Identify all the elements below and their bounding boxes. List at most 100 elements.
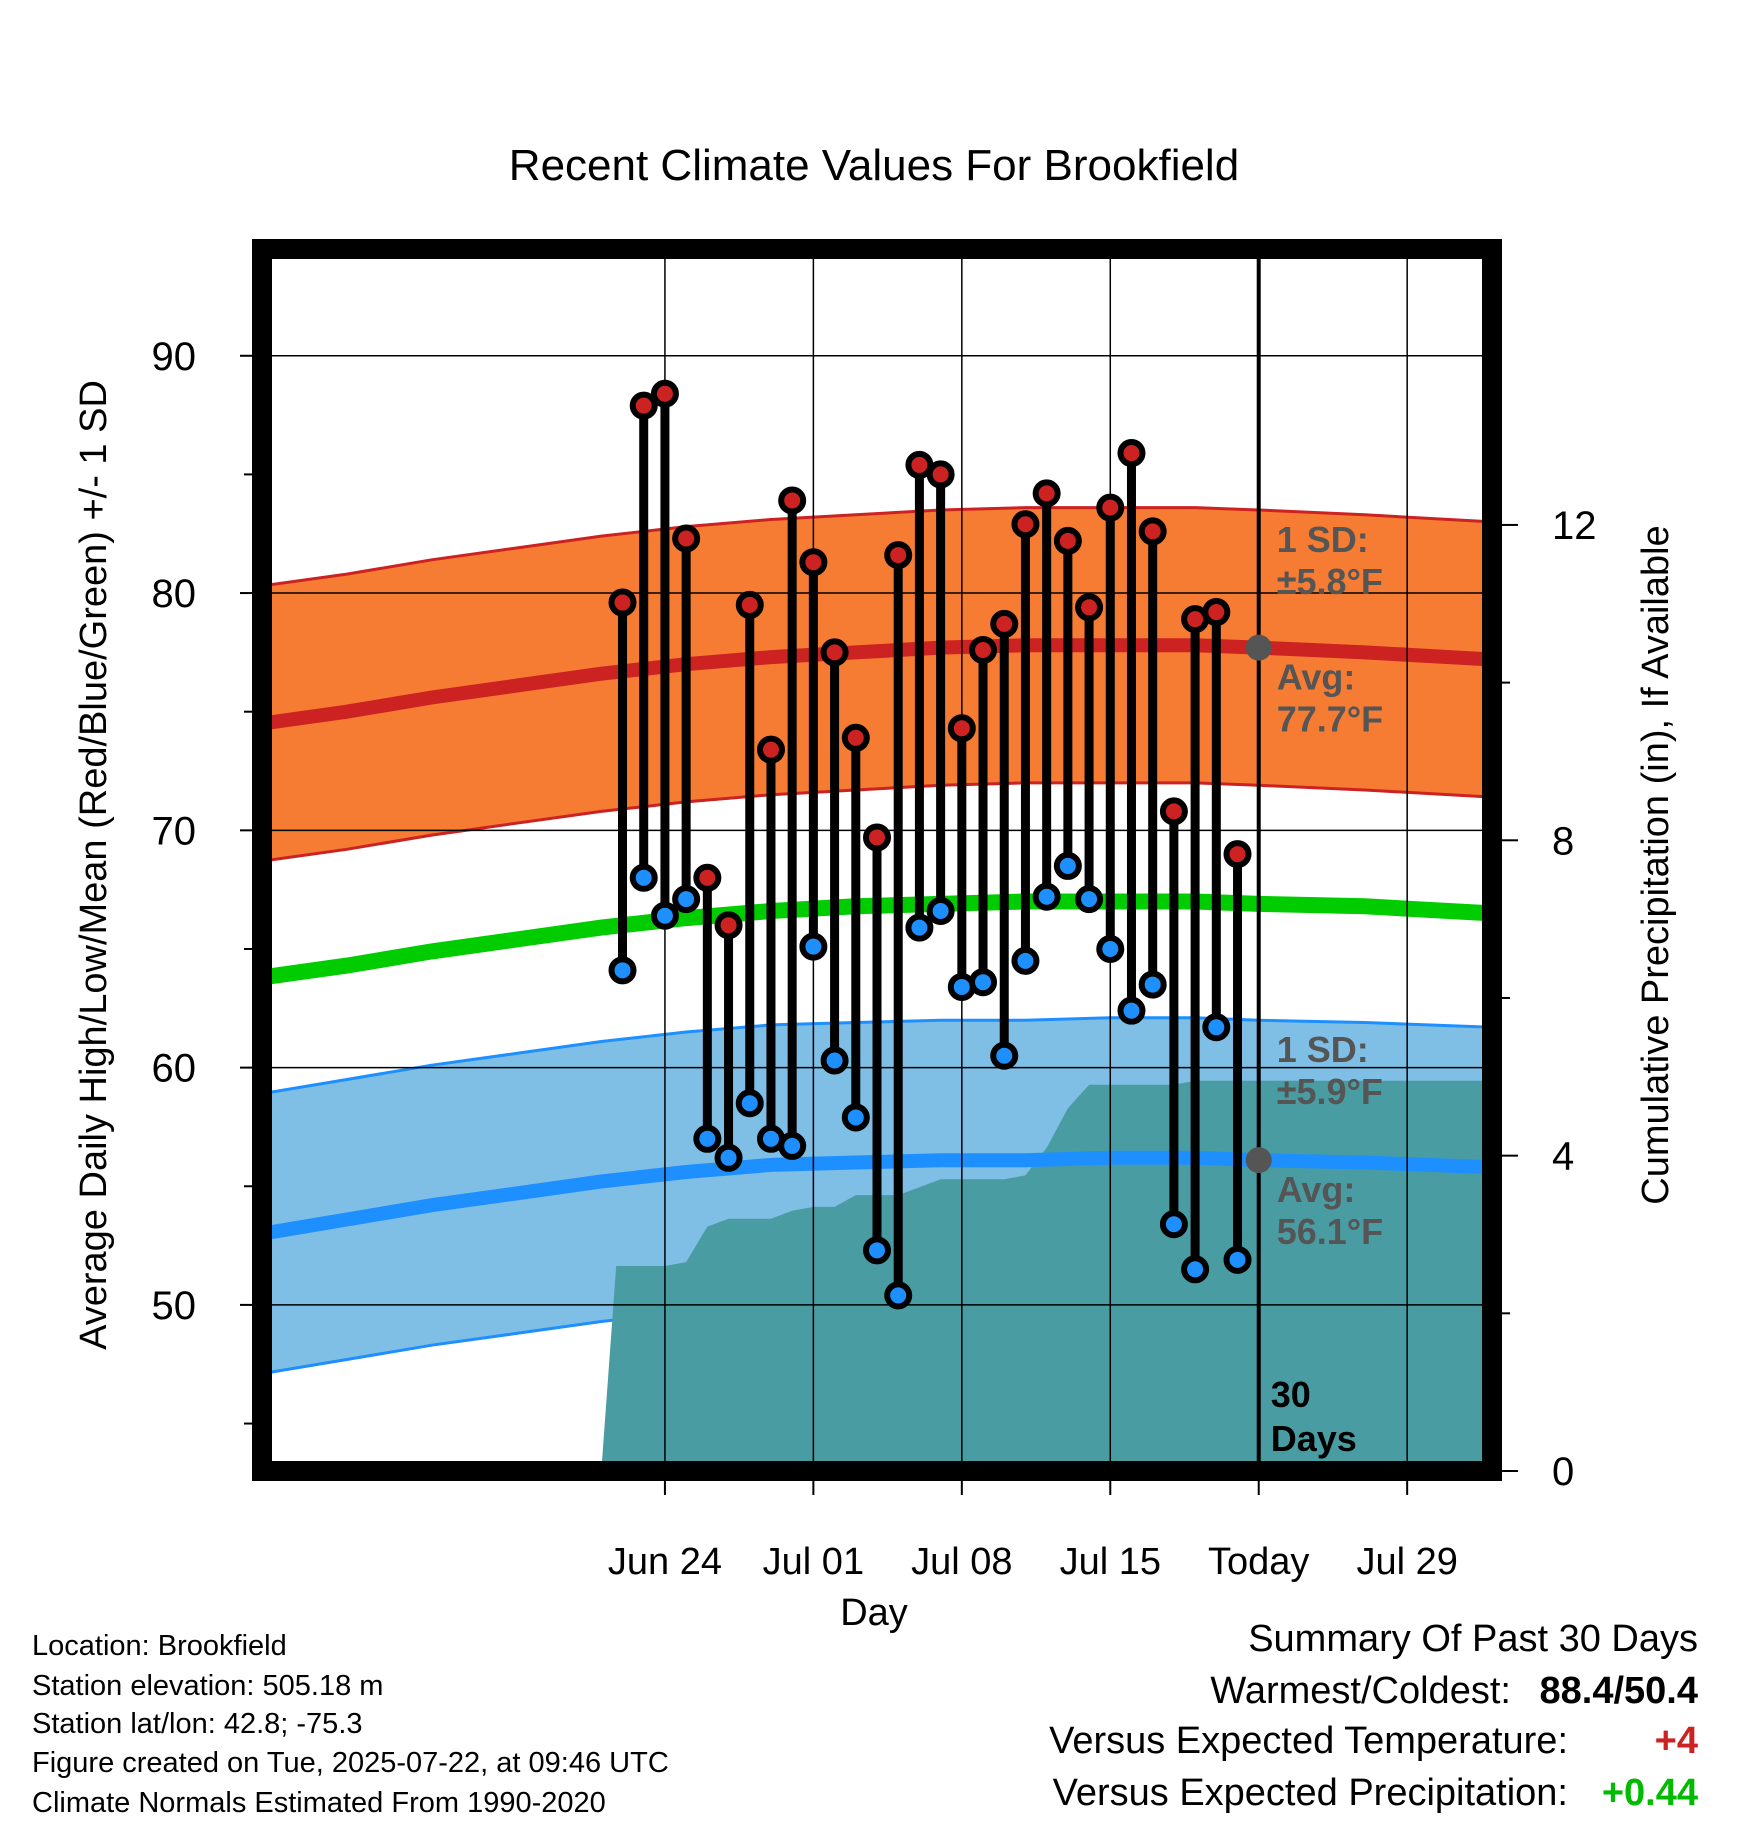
high-sd-band [262, 507, 1492, 862]
high-avg-label: Avg: [1277, 657, 1356, 698]
daily-high-point [756, 735, 785, 764]
x-tick-label: Jul 01 [763, 1541, 864, 1583]
low-sd-label: 1 SD: [1277, 1029, 1369, 1070]
daily-low-point [926, 897, 955, 926]
daily-low-point [1011, 946, 1040, 975]
daily-high-point [629, 391, 658, 420]
x-tick-label: Jun 24 [608, 1541, 722, 1583]
daily-high-point [1011, 510, 1040, 539]
summary-warm-cold-label: Warmest/Coldest: [1210, 1670, 1511, 1712]
y-left-tick-label: 70 [152, 809, 197, 853]
daily-low-point [1096, 934, 1125, 963]
daily-low-point [714, 1143, 743, 1172]
daily-low-point [1202, 1013, 1231, 1042]
daily-high-point [947, 714, 976, 743]
high-avg-value: 77.7°F [1277, 699, 1383, 740]
daily-high-point [990, 609, 1019, 638]
chart-title: Recent Climate Values For Brookfield [509, 141, 1239, 190]
summary-warm-cold-value: 88.4/50.4 [1539, 1670, 1698, 1712]
daily-low-point [778, 1131, 807, 1160]
precip-area [601, 1080, 1492, 1471]
x-axis-label: Day [840, 1592, 908, 1634]
y-left-tick-label: 60 [152, 1047, 197, 1091]
low-avg-value: 56.1°F [1277, 1211, 1383, 1252]
info-elevation: Station elevation: 505.18 m [32, 1670, 384, 1702]
daily-low-point [799, 932, 828, 961]
daily-high-point [1117, 439, 1146, 468]
summary-title: Summary Of Past 30 Days [1248, 1618, 1698, 1660]
daily-high-point [693, 863, 722, 892]
daily-low-point [841, 1103, 870, 1132]
high-sd-value: ±5.8°F [1277, 561, 1383, 602]
daily-high-point [969, 636, 998, 665]
info-created: Figure created on Tue, 2025-07-22, at 09… [32, 1747, 669, 1779]
daily-high-point [1202, 598, 1231, 627]
y-right-tick-label: 8 [1552, 819, 1574, 863]
daily-high-point [1032, 479, 1061, 508]
summary-precip-value: +0.44 [1601, 1772, 1698, 1814]
daily-high-point [1075, 593, 1104, 622]
daily-low-point [884, 1281, 913, 1310]
daily-high-point [884, 541, 913, 570]
axes: 90 80 70 60 50 12 8 4 0 Jun 24 Jul 01 Jul 08 Jul 15 T… [152, 335, 1597, 1583]
daily-high-point [608, 588, 637, 617]
daily-low-point [820, 1046, 849, 1075]
daily-low-point [969, 968, 998, 997]
low-avg-today-dot [1245, 1147, 1272, 1174]
y-left-tick-label: 50 [152, 1284, 197, 1328]
daily-high-point [863, 823, 891, 852]
daily-low-point [1138, 970, 1167, 999]
summary-precip-label: Versus Expected Precipitation: [1052, 1772, 1568, 1814]
daily-low-point [1159, 1210, 1188, 1239]
high-sd-upper-edge [262, 506, 1492, 588]
high-avg-line [262, 638, 1492, 731]
daily-low-point [905, 913, 934, 942]
summary-warm-cold: Warmest/Coldest: 88.4/50.4 [1210, 1670, 1698, 1713]
daily-low-point [1075, 885, 1104, 914]
y-axis-right-label: Cumulative Precipitation (in), If Availa… [1635, 525, 1677, 1204]
daily-low-point [672, 885, 701, 914]
daily-low-point [1181, 1255, 1210, 1284]
daily-low-point [863, 1236, 891, 1265]
y-right-tick-label: 4 [1552, 1135, 1574, 1179]
daily-high-point [799, 548, 828, 577]
daily-low-point [1223, 1245, 1252, 1274]
x-tick-label: Jul 29 [1356, 1541, 1457, 1583]
low-sd-value: ±5.9°F [1277, 1071, 1383, 1112]
daily-high-point [778, 486, 807, 515]
daily-low-point [608, 956, 637, 985]
plot-frame [252, 239, 1502, 1481]
today-window-unit: Days [1271, 1418, 1357, 1459]
daily-high-point [820, 638, 849, 667]
x-tick-label: Today [1208, 1541, 1309, 1583]
daily-high-point [714, 911, 743, 940]
daily-low-point [990, 1041, 1019, 1070]
y-left-tick-label: 80 [152, 572, 197, 616]
y-right-tick-label: 12 [1552, 504, 1597, 548]
y-left-tick-label: 90 [152, 335, 197, 379]
plot-area [262, 249, 1492, 1471]
daily-high-point [841, 723, 870, 752]
summary-temp-label: Versus Expected Temperature: [1049, 1720, 1568, 1762]
daily-low-point [693, 1124, 722, 1153]
x-tick-label: Jul 08 [911, 1541, 1012, 1583]
daily-high-point [926, 460, 955, 489]
summary-temp-value: +4 [1654, 1720, 1698, 1762]
y-axis-left-label: Average Daily High/Low/Mean (Red/Blue/Gr… [73, 380, 115, 1350]
daily-high-point [1053, 526, 1082, 555]
daily-high-point [1138, 517, 1167, 546]
daily-low-point [650, 901, 679, 930]
daily-high-point [650, 379, 679, 408]
info-normals: Climate Normals Estimated From 1990-2020 [32, 1787, 606, 1819]
high-sd-label: 1 SD: [1277, 519, 1369, 560]
daily-high-point [735, 590, 764, 619]
daily-high-point [1159, 797, 1188, 826]
today-window-count: 30 [1271, 1374, 1311, 1415]
x-tick-label: Jul 15 [1060, 1541, 1161, 1583]
low-avg-label: Avg: [1277, 1169, 1356, 1210]
high-avg-today-dot [1245, 634, 1272, 661]
daily-low-point [1117, 996, 1146, 1025]
info-latlon: Station lat/lon: 42.8; -75.3 [32, 1708, 363, 1740]
daily-high-point [672, 524, 701, 553]
